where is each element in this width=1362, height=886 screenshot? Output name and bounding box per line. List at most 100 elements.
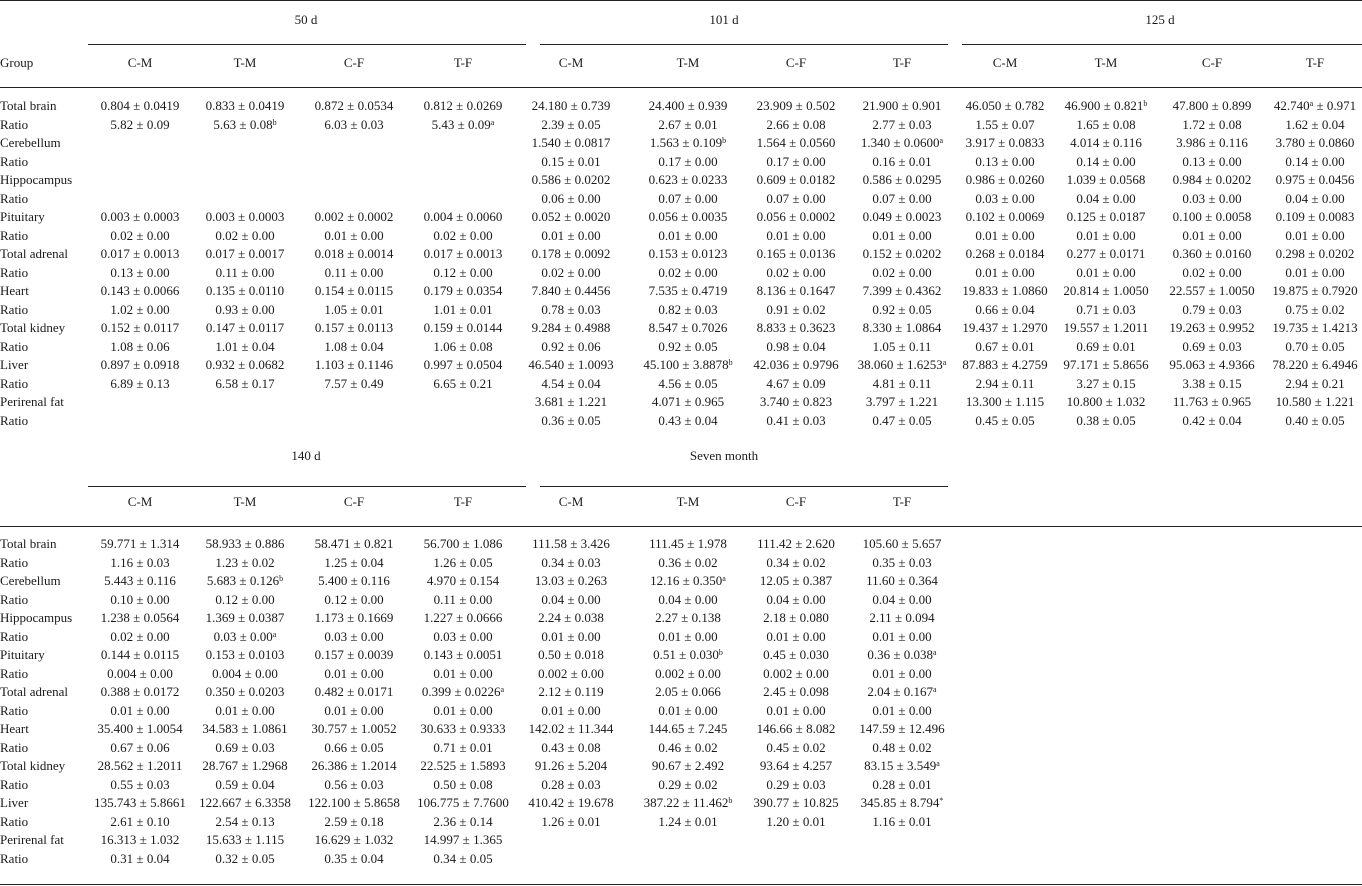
group-rule [540, 486, 948, 487]
table-cell: 0.152 ± 0.0117 [100, 320, 180, 335]
table-cell: 28.562 ± 1.2011 [97, 758, 183, 773]
table-cell: 2.45 ± 0.098 [763, 684, 829, 699]
table-cell: 0.350 ± 0.0203 [205, 684, 285, 699]
table-cell: 0.623 ± 0.0233 [648, 172, 728, 187]
table-cell: 7.57 ± 0.49 [324, 375, 384, 391]
table-cell: 0.01 ± 0.00 [433, 665, 493, 681]
table-cell: 0.01 ± 0.00 [766, 702, 826, 718]
row-label: Pituitary [0, 647, 45, 662]
table-cell: 0.34 ± 0.02 [766, 554, 826, 570]
table-cell: 0.017 ± 0.0013 [100, 246, 180, 261]
table-cell: 0.01 ± 0.00 [433, 702, 493, 718]
table-cell: 8.136 ± 0.1647 [756, 283, 836, 298]
table-cell: 22.525 ± 1.5893 [420, 758, 506, 773]
table-cell: 0.04 ± 0.00 [541, 591, 601, 607]
table-cell: 16.629 ± 1.032 [314, 832, 394, 847]
table-cell: 28.767 ± 1.2968 [202, 758, 288, 773]
column-header: T-M [233, 494, 257, 509]
table-cell: 1.05 ± 0.11 [872, 338, 932, 354]
table-cell: 0.03 ± 0.00 [975, 190, 1035, 206]
table-cell: 1.23 ± 0.02 [215, 554, 275, 570]
table-cell: 47.800 ± 0.899 [1172, 98, 1252, 113]
table-cell: 0.102 ± 0.0069 [965, 209, 1045, 224]
table-cell: 1.62 ± 0.04 [1285, 116, 1345, 132]
table-cell: 0.399 ± 0.0226a [421, 684, 505, 699]
table-cell: 0.71 ± 0.03 [1076, 301, 1136, 317]
table-cell: 3.986 ± 0.116 [1176, 135, 1248, 150]
table-cell: 0.975 ± 0.0456 [1275, 172, 1355, 187]
table-cell: 0.50 ± 0.08 [433, 776, 493, 792]
table-cell: 0.897 ± 0.0918 [100, 357, 180, 372]
table-cell: 13.300 ± 1.115 [965, 394, 1045, 409]
table-cell: 5.43 ± 0.09a [431, 116, 495, 132]
table-cell: 0.07 ± 0.00 [658, 190, 718, 206]
table-cell: 0.10 ± 0.00 [110, 591, 170, 607]
table-cell: 0.01 ± 0.00 [1076, 264, 1136, 280]
table-cell: 38.060 ± 1.6253a [857, 357, 947, 372]
table-cell: 2.27 ± 0.138 [655, 610, 721, 625]
column-header: C-M [992, 55, 1018, 70]
table-cell: 0.052 ± 0.0020 [531, 209, 611, 224]
table-cell: 30.757 ± 1.0052 [311, 721, 397, 736]
table-cell: 0.02 ± 0.00 [658, 264, 718, 280]
table-cell: 3.917 ± 0.0833 [965, 135, 1045, 150]
bottom-rule [0, 884, 1362, 885]
table-cell: 0.28 ± 0.01 [872, 776, 932, 792]
table-cell: 4.014 ± 0.116 [1070, 135, 1142, 150]
row-label: Heart [0, 283, 29, 298]
table-cell: 0.018 ± 0.0014 [314, 246, 394, 261]
table-cell: 19.437 ± 1.2970 [962, 320, 1048, 335]
table-cell: 4.81 ± 0.11 [872, 375, 932, 391]
table-cell: 0.017 ± 0.0013 [423, 246, 503, 261]
table-cell: 2.04 ± 0.167a [867, 684, 937, 699]
table-cell: 4.56 ± 0.05 [658, 375, 718, 391]
table-cell: 1.26 ± 0.05 [433, 554, 493, 570]
table-cell: 42.740a ± 0.971 [1273, 98, 1357, 113]
table-cell: 0.003 ± 0.0003 [100, 209, 180, 224]
table-cell: 10.580 ± 1.221 [1275, 394, 1355, 409]
table-cell: 0.12 ± 0.00 [324, 591, 384, 607]
table-cell: 0.35 ± 0.03 [872, 554, 932, 570]
table-cell: 2.67 ± 0.01 [658, 116, 718, 132]
table-cell: 0.36 ± 0.02 [658, 554, 718, 570]
table-cell: 0.268 ± 0.0184 [965, 246, 1045, 261]
table-cell: 1.05 ± 0.01 [324, 301, 384, 317]
table-cell: 0.91 ± 0.02 [766, 301, 826, 317]
table-cell: 0.01 ± 0.00 [324, 702, 384, 718]
table-cell: 12.05 ± 0.387 [759, 573, 833, 588]
table-cell: 0.13 ± 0.00 [1182, 153, 1242, 169]
table-cell: 0.144 ± 0.0115 [100, 647, 180, 662]
table-cell: 122.100 ± 5.8658 [308, 795, 400, 810]
table-cell: 0.13 ± 0.00 [975, 153, 1035, 169]
table-cell: 45.100 ± 3.8878b [643, 357, 733, 372]
table-cell: 2.36 ± 0.14 [433, 813, 493, 829]
table-cell: 0.36 ± 0.05 [541, 412, 601, 428]
column-header: T-F [892, 55, 912, 70]
table-cell: 0.04 ± 0.00 [1285, 190, 1345, 206]
table-cell: 0.02 ± 0.00 [433, 227, 493, 243]
table-cell: 6.58 ± 0.17 [215, 375, 275, 391]
table-cell: 0.02 ± 0.00 [541, 264, 601, 280]
table-cell: 1.01 ± 0.01 [433, 301, 493, 317]
table-cell: 0.98 ± 0.04 [766, 338, 826, 354]
table-cell: 2.59 ± 0.18 [324, 813, 384, 829]
table-cell: 2.11 ± 0.094 [869, 610, 935, 625]
row-label: Liver [0, 357, 29, 372]
table-cell: 0.14 ± 0.00 [1285, 153, 1345, 169]
table-cell: 0.70 ± 0.05 [1285, 338, 1345, 354]
table-cell: 0.932 ± 0.0682 [205, 357, 285, 372]
table-cell: 9.284 ± 0.4988 [531, 320, 611, 335]
row-label: Total adrenal [0, 684, 69, 699]
row-label: Ratio [0, 375, 29, 391]
table-cell: 0.69 ± 0.03 [1182, 338, 1242, 354]
table-cell: 0.01 ± 0.00 [541, 702, 601, 718]
table-cell: 1.369 ± 0.0387 [205, 610, 285, 625]
time-point-header: 101 d [709, 12, 739, 27]
table-cell: 2.94 ± 0.21 [1285, 375, 1345, 391]
row-label: Ratio [0, 776, 29, 792]
table-cell: 0.14 ± 0.00 [1076, 153, 1136, 169]
table-cell: 0.59 ± 0.04 [215, 776, 275, 792]
table-cell: 0.02 ± 0.00 [215, 227, 275, 243]
table-cell: 0.13 ± 0.00 [110, 264, 170, 280]
time-point-header: 125 d [1145, 12, 1175, 27]
